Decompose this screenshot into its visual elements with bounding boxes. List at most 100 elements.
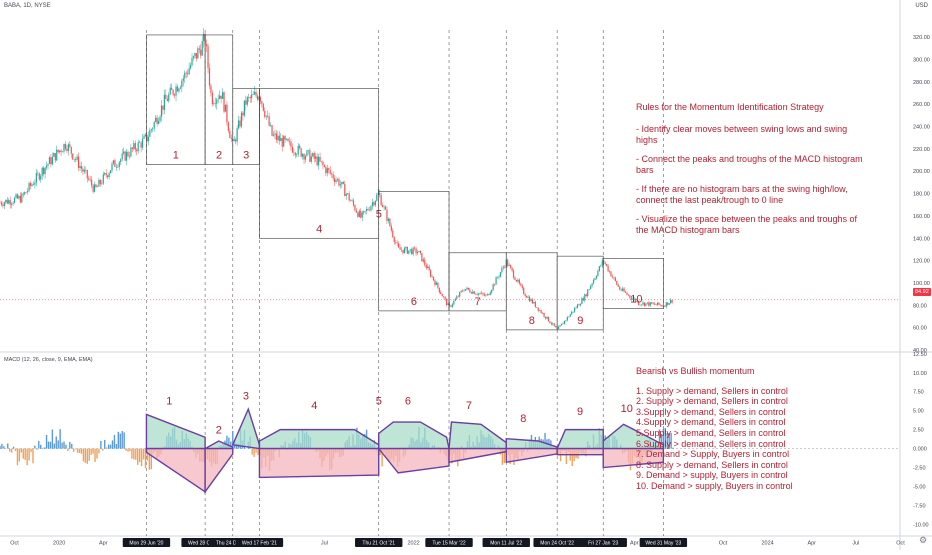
momentum-label: 5	[376, 396, 382, 408]
candle-body	[408, 251, 409, 254]
macd-bar	[75, 449, 76, 450]
candle-body	[485, 295, 486, 296]
candle-body	[436, 283, 437, 285]
candle-body	[94, 184, 95, 191]
candle-body	[164, 95, 165, 110]
macd-bar	[50, 442, 51, 449]
candle-body	[210, 86, 211, 93]
gear-icon[interactable]: ⚙	[918, 535, 928, 545]
candle-body	[642, 303, 643, 305]
candle-body	[7, 200, 8, 204]
candle-body	[404, 248, 405, 253]
macd-bar	[32, 449, 33, 464]
time-tick-label: 2022	[408, 541, 420, 547]
macd-tick-label: -2.50	[913, 466, 926, 472]
candle-body	[525, 294, 526, 296]
candle-body	[330, 170, 331, 174]
candle-body	[319, 157, 320, 161]
candle-body	[228, 122, 229, 130]
macd-bar	[116, 444, 117, 449]
candle-body	[26, 192, 27, 193]
macd-bar	[94, 449, 95, 462]
event-date-label: Tue 15 Mar '22	[432, 541, 466, 547]
candle-body	[618, 285, 619, 287]
candle-body	[488, 294, 489, 295]
candle-body	[69, 144, 70, 147]
macd-bar	[77, 449, 78, 453]
candle-body	[199, 48, 200, 49]
candle-body	[584, 294, 585, 300]
candle-body	[222, 92, 223, 99]
rules-item: - Connect the peaks and troughs of the M…	[636, 154, 866, 176]
candle-body	[450, 305, 451, 306]
macd-bar	[38, 441, 39, 449]
momentum-label: 6	[405, 396, 411, 408]
candle-body	[498, 277, 499, 278]
candle-body	[456, 296, 457, 298]
candle-body	[565, 320, 566, 321]
macd-bar	[34, 446, 35, 449]
candle-body	[267, 116, 268, 117]
candle-body	[271, 125, 272, 136]
candle-body	[295, 153, 296, 155]
candle-body	[392, 231, 393, 237]
candle-body	[513, 271, 514, 278]
candle-body	[599, 266, 600, 271]
event-date-label: Wed 17 Feb '21	[242, 541, 277, 547]
candle-body	[78, 157, 79, 168]
candle-body	[331, 173, 332, 174]
candle-body	[33, 184, 34, 185]
candle-body	[554, 323, 555, 326]
candle-body	[597, 271, 598, 276]
candle-body	[81, 166, 82, 169]
candle-body	[327, 168, 328, 173]
candle-body	[190, 65, 191, 68]
candle-body	[543, 313, 544, 317]
candle-body	[421, 253, 422, 261]
macd-bar	[83, 449, 84, 462]
macd-bar	[1, 444, 2, 449]
candle-body	[299, 146, 300, 148]
candle-body	[58, 150, 59, 152]
macd-bar	[26, 449, 27, 466]
candle-body	[621, 290, 622, 291]
candle-body	[381, 195, 382, 205]
candle-body	[458, 296, 459, 297]
momentum-polygon	[146, 414, 205, 448]
candle-body	[571, 312, 572, 315]
macd-bar	[255, 449, 256, 453]
candle-body	[56, 150, 57, 161]
candle-body	[234, 140, 235, 141]
candle-body	[231, 138, 232, 139]
candle-body	[223, 92, 224, 111]
candle-body	[206, 44, 207, 46]
macd-tick-label: -5.00	[913, 485, 926, 491]
candle-body	[266, 116, 267, 117]
candle-body	[520, 284, 521, 286]
candle-body	[321, 161, 322, 162]
candle-body	[197, 48, 198, 58]
momentum-label: 8	[520, 413, 526, 425]
candle-body	[311, 156, 312, 161]
candle-body	[591, 284, 592, 286]
candle-body	[367, 209, 368, 210]
candle-body	[465, 289, 466, 290]
price-tick-label: 80.00	[913, 303, 927, 309]
candle-body	[347, 193, 348, 194]
candle-body	[349, 193, 350, 200]
candle-body	[468, 288, 469, 290]
candle-body	[90, 179, 91, 180]
candle-body	[87, 170, 88, 178]
candle-body	[161, 106, 162, 117]
candle-body	[660, 305, 661, 306]
macd-bar	[9, 449, 10, 452]
candle-body	[187, 73, 188, 74]
macd-indicator-label[interactable]: MACD (12, 26, close, 9, EMA, EMA)	[4, 357, 93, 363]
macd-bar	[0, 446, 1, 449]
candle-body	[49, 157, 50, 164]
candle-body	[497, 277, 498, 278]
candle-body	[600, 266, 601, 267]
candle-body	[475, 294, 476, 295]
candle-body	[328, 168, 329, 170]
candle-body	[154, 122, 155, 129]
